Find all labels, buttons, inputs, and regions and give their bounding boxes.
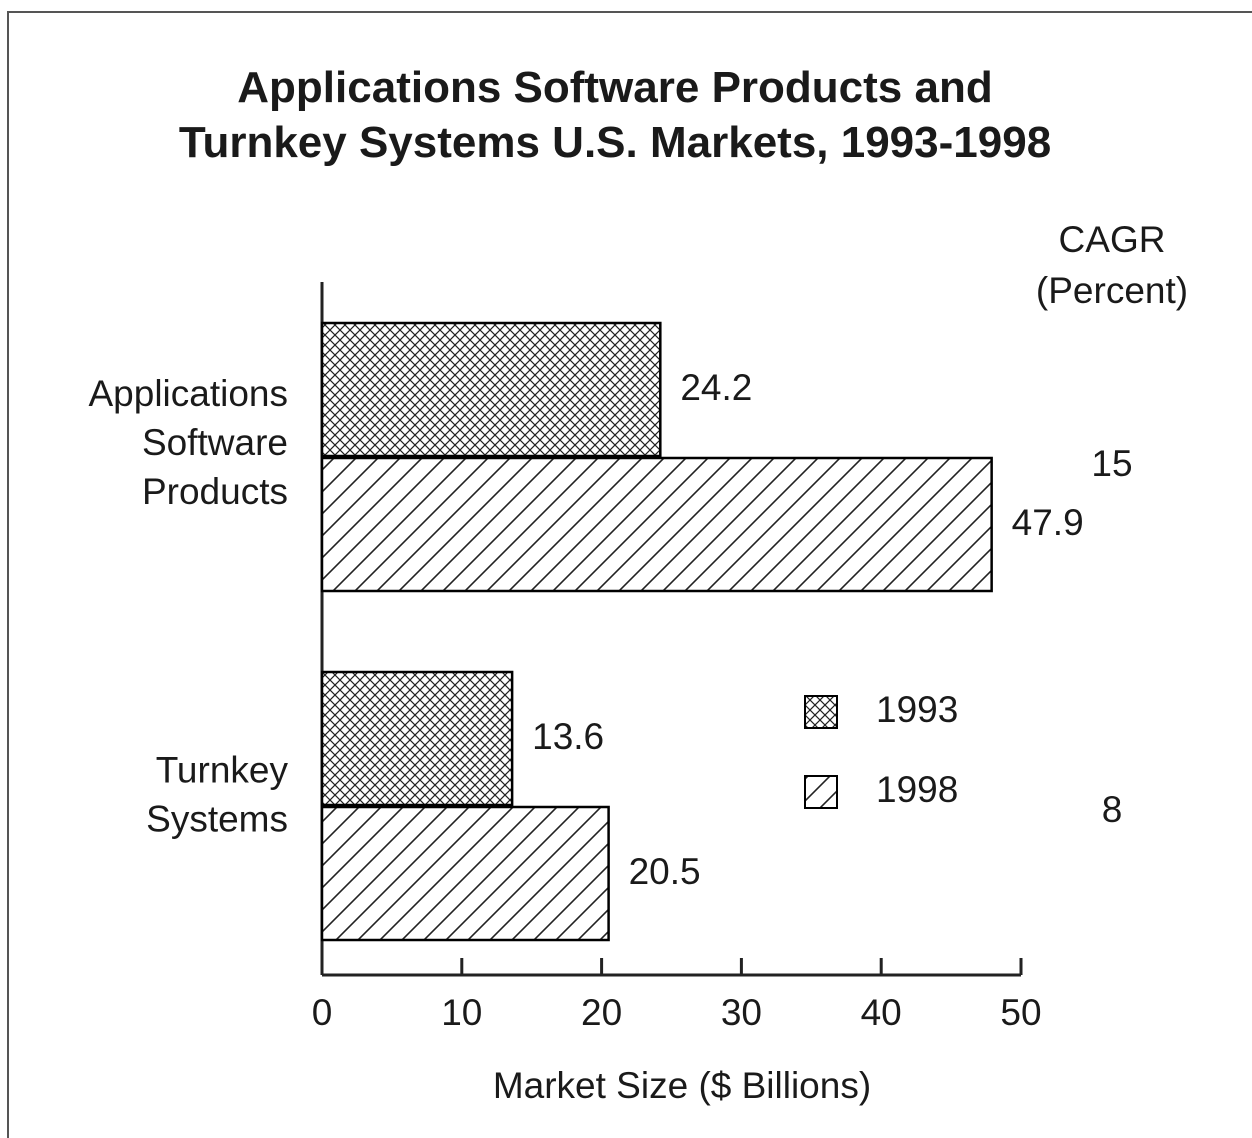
y-tick-label: Applications Software Products [88,373,288,512]
data-label: 24.2 [680,367,752,408]
bar [320,805,610,942]
data-label: 47.9 [1012,502,1084,543]
x-tick-label: 0 [312,992,333,1033]
cagr-value: 15 [1091,443,1132,484]
chart-title: Applications Software Products and Turnke… [179,63,1051,167]
x-tick-label: 20 [581,992,622,1033]
bar [320,670,514,807]
cagr-title: CAGR (Percent) [1036,219,1188,311]
x-tick-label: 50 [1000,992,1041,1033]
data-label: 13.6 [532,716,604,757]
x-tick-label: 10 [441,992,482,1033]
data-label: 20.5 [629,851,701,892]
x-axis-label: Market Size ($ Billions) [493,1065,871,1106]
y-tick-label: Turnkey Systems [146,749,288,839]
legend-label: 1998 [876,769,958,810]
x-tick-label: 30 [721,992,762,1033]
legend-label: 1993 [876,689,958,730]
legend-swatch [804,695,838,729]
cagr-value: 8 [1102,789,1123,830]
x-tick-label: 40 [861,992,902,1033]
bar [320,456,993,593]
bar [320,321,662,458]
legend-swatch [804,775,838,809]
